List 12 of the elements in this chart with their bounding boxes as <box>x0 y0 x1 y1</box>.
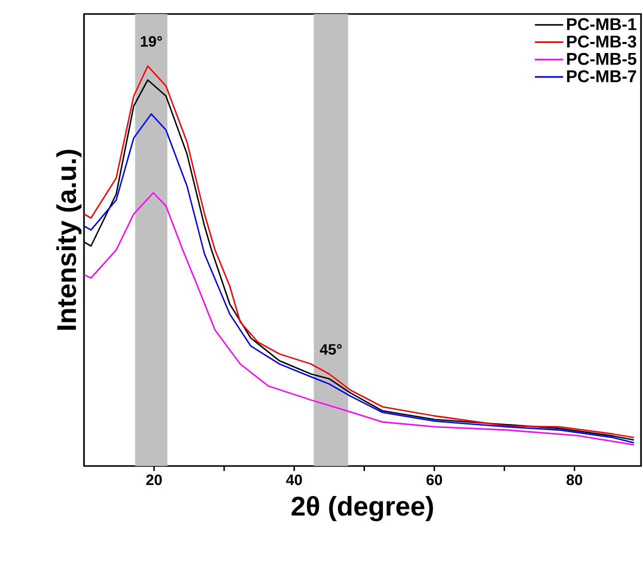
band-label: 19° <box>140 36 162 47</box>
band-label: 45° <box>320 344 342 355</box>
legend-label: PC-MB-1 <box>567 18 636 30</box>
x-tick-label: 20 <box>146 474 162 486</box>
x-axis-title: 2θ (degree) <box>292 496 433 522</box>
legend-label: PC-MB-3 <box>567 36 636 48</box>
x-tick-label: 40 <box>286 474 302 486</box>
x-tick-label: 60 <box>426 474 442 486</box>
y-axis-title: Intensity (a.u.) <box>56 150 82 330</box>
legend-label: PC-MB-7 <box>567 70 636 82</box>
x-tick-label: 80 <box>566 474 582 486</box>
legend-label: PC-MB-5 <box>567 52 636 65</box>
